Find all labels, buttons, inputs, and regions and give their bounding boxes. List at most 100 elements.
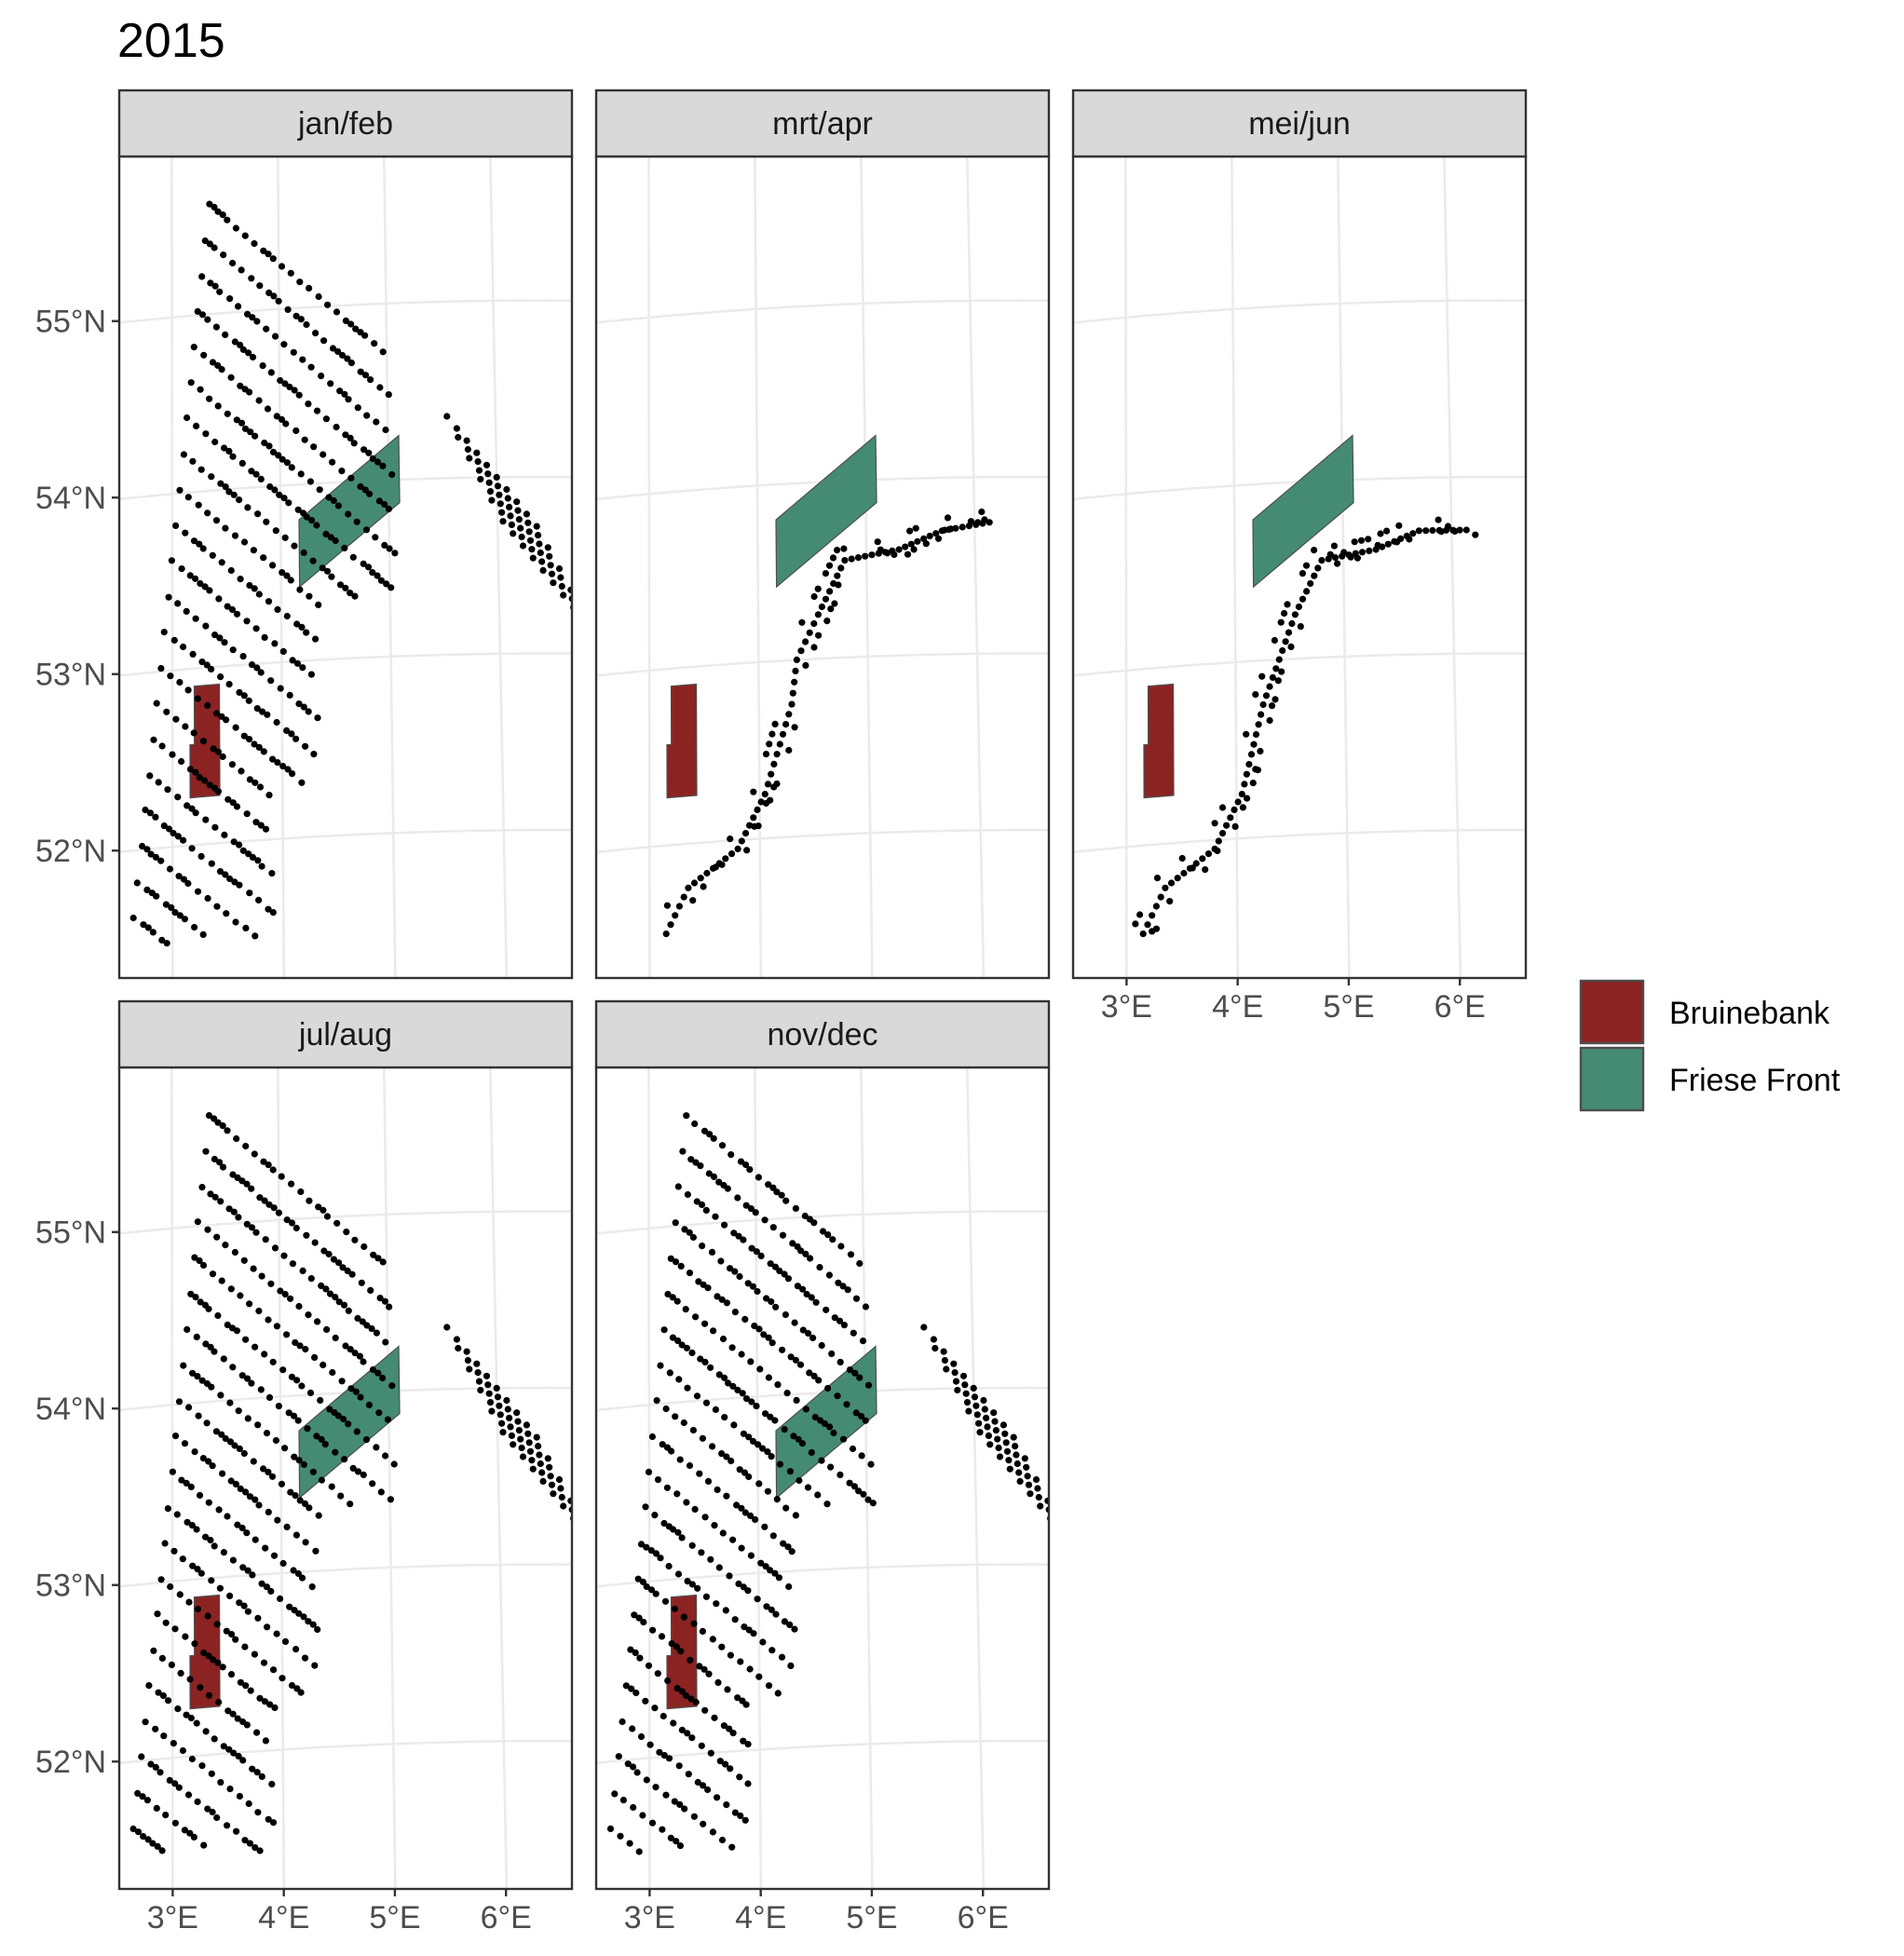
station-point [263, 1430, 271, 1437]
station-point [320, 1361, 327, 1368]
station-point [221, 831, 228, 839]
station-point [184, 1518, 191, 1526]
station-point [345, 396, 352, 403]
station-point [837, 564, 845, 572]
station-point [180, 451, 187, 458]
station-point [223, 1627, 230, 1635]
station-point [743, 847, 751, 854]
station-point [658, 1633, 666, 1640]
station-point [1025, 1481, 1033, 1488]
station-point [159, 1691, 167, 1700]
station-point [349, 553, 357, 561]
station-point [788, 700, 796, 708]
station-point [868, 551, 876, 559]
station-point [211, 1193, 219, 1201]
station-point [578, 608, 585, 615]
station-point [192, 1294, 199, 1301]
graticule-meridian [1124, 156, 1128, 978]
station-point [992, 1427, 1000, 1434]
station-point [175, 873, 183, 880]
station-point [745, 1433, 753, 1441]
station-point [741, 1623, 748, 1631]
station-point [251, 239, 258, 248]
station-point [704, 1477, 713, 1485]
station-point [475, 1378, 483, 1385]
station-point [249, 1765, 256, 1773]
station-point [1136, 911, 1144, 918]
station-point [693, 1198, 700, 1205]
station-point [196, 1256, 203, 1265]
station-point [825, 1271, 834, 1279]
station-point [672, 1219, 679, 1227]
station-point [372, 534, 379, 541]
station-point [289, 1260, 296, 1268]
station-point [252, 625, 260, 632]
station-point [659, 1441, 666, 1448]
station-point [759, 1638, 767, 1646]
station-point [724, 1185, 731, 1192]
station-point [710, 1134, 717, 1142]
station-point [1057, 1528, 1064, 1534]
station-point [315, 601, 322, 609]
station-point [1345, 551, 1353, 559]
station-point [256, 783, 265, 791]
station-point [1442, 526, 1450, 534]
station-point [215, 595, 223, 603]
station-point [174, 600, 182, 607]
station-point [227, 566, 235, 575]
station-point [306, 1197, 313, 1204]
graticule-meridian [383, 1067, 397, 1889]
station-point [533, 1433, 540, 1441]
station-point [634, 1575, 642, 1582]
station-point [753, 1248, 760, 1256]
station-point [218, 366, 225, 374]
station-point [224, 1127, 231, 1134]
station-point [339, 1264, 347, 1271]
station-point [385, 391, 392, 399]
y-axis-tick-label: 53°N [35, 658, 106, 693]
station-point [267, 1587, 275, 1595]
station-point [1252, 730, 1260, 739]
station-point [850, 1483, 859, 1490]
station-point [1372, 546, 1380, 553]
station-point [336, 387, 344, 395]
station-point [856, 1374, 864, 1381]
station-point [330, 1256, 337, 1263]
station-point [296, 586, 304, 593]
station-point [673, 1838, 680, 1845]
station-point [387, 1496, 394, 1503]
station-point [279, 455, 286, 463]
station-point [203, 661, 211, 669]
station-point [839, 1435, 848, 1443]
station-point [235, 303, 242, 310]
station-point [196, 774, 203, 781]
panel-background [119, 156, 572, 978]
station-point [1162, 884, 1169, 891]
station-point [807, 1255, 814, 1262]
station-point [1037, 1502, 1044, 1510]
station-point [710, 1173, 718, 1180]
station-point [763, 1295, 770, 1302]
station-point [707, 1364, 714, 1371]
station-point [250, 547, 257, 554]
station-point [691, 1505, 699, 1513]
station-point [170, 636, 178, 645]
station-point [287, 1488, 294, 1496]
station-point [379, 462, 387, 469]
station-point [286, 691, 293, 700]
station-point [184, 1791, 193, 1799]
station-point [976, 1429, 984, 1436]
station-point [158, 742, 166, 750]
station-point [1258, 672, 1266, 680]
station-point [360, 1358, 367, 1365]
station-point [361, 332, 369, 339]
station-point [818, 1341, 825, 1350]
station-point [737, 1658, 744, 1665]
panel-background [596, 156, 1049, 978]
station-point [212, 323, 220, 331]
station-point [1403, 532, 1410, 540]
station-point [1211, 820, 1218, 827]
station-point [271, 1244, 279, 1252]
station-point [226, 1592, 234, 1599]
station-point [342, 1342, 349, 1350]
